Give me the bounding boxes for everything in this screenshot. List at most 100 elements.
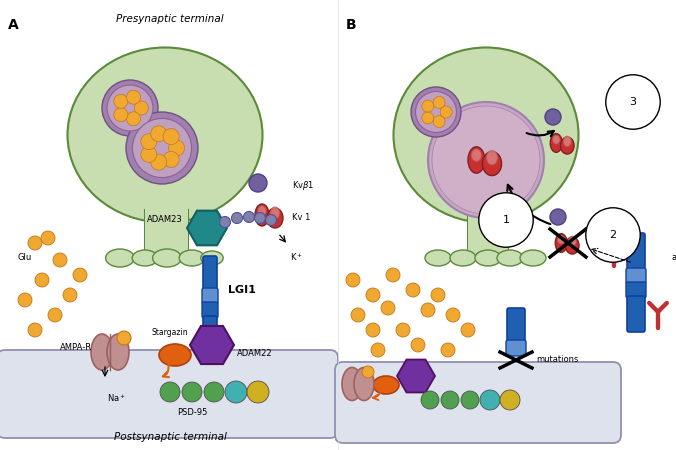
Ellipse shape xyxy=(153,249,181,267)
Ellipse shape xyxy=(565,237,579,254)
Circle shape xyxy=(446,308,460,322)
Ellipse shape xyxy=(472,149,481,161)
Circle shape xyxy=(545,109,561,125)
Text: Na$^+$: Na$^+$ xyxy=(107,392,126,404)
Text: Kv 1: Kv 1 xyxy=(292,212,310,221)
Circle shape xyxy=(126,90,141,104)
Circle shape xyxy=(117,331,131,345)
FancyBboxPatch shape xyxy=(145,208,188,263)
Circle shape xyxy=(254,212,266,224)
Circle shape xyxy=(151,126,167,142)
Circle shape xyxy=(366,288,380,302)
FancyBboxPatch shape xyxy=(506,340,526,356)
Circle shape xyxy=(433,116,445,128)
Circle shape xyxy=(243,212,254,222)
FancyBboxPatch shape xyxy=(627,233,645,269)
Circle shape xyxy=(461,391,479,409)
Circle shape xyxy=(18,293,32,307)
FancyBboxPatch shape xyxy=(626,282,646,298)
Ellipse shape xyxy=(555,234,567,252)
Text: AMPA-R: AMPA-R xyxy=(60,342,92,351)
Circle shape xyxy=(428,102,544,218)
Circle shape xyxy=(182,382,202,402)
FancyBboxPatch shape xyxy=(627,296,645,332)
Ellipse shape xyxy=(483,152,502,176)
Circle shape xyxy=(366,323,380,337)
FancyBboxPatch shape xyxy=(507,308,525,342)
Polygon shape xyxy=(190,326,234,364)
Text: A: A xyxy=(8,18,19,32)
Circle shape xyxy=(53,253,67,267)
Ellipse shape xyxy=(553,135,560,144)
Text: Stargazin: Stargazin xyxy=(151,328,189,337)
Text: Kv$\beta$1: Kv$\beta$1 xyxy=(292,179,314,192)
Circle shape xyxy=(102,80,158,136)
Ellipse shape xyxy=(91,334,113,370)
Circle shape xyxy=(114,94,128,108)
Polygon shape xyxy=(187,211,227,245)
Circle shape xyxy=(163,129,179,144)
Circle shape xyxy=(28,323,42,337)
Circle shape xyxy=(422,100,434,112)
Circle shape xyxy=(461,323,475,337)
Circle shape xyxy=(160,382,180,402)
FancyBboxPatch shape xyxy=(468,208,508,260)
Ellipse shape xyxy=(68,48,262,222)
Text: ADAM22: ADAM22 xyxy=(237,348,272,357)
Ellipse shape xyxy=(560,137,574,154)
Ellipse shape xyxy=(354,368,374,400)
Circle shape xyxy=(421,303,435,317)
Circle shape xyxy=(63,288,77,302)
Circle shape xyxy=(135,101,148,115)
Circle shape xyxy=(500,390,520,410)
Circle shape xyxy=(126,112,198,184)
Circle shape xyxy=(163,151,179,167)
Polygon shape xyxy=(145,210,188,258)
Circle shape xyxy=(431,288,445,302)
Polygon shape xyxy=(468,210,508,258)
Text: Presynaptic terminal: Presynaptic terminal xyxy=(116,14,224,24)
FancyBboxPatch shape xyxy=(335,362,621,443)
Circle shape xyxy=(371,343,385,357)
Circle shape xyxy=(411,338,425,352)
Ellipse shape xyxy=(393,48,579,222)
Circle shape xyxy=(266,215,276,225)
Ellipse shape xyxy=(425,250,451,266)
Text: K$^+$: K$^+$ xyxy=(290,251,303,263)
Ellipse shape xyxy=(132,250,158,266)
FancyBboxPatch shape xyxy=(0,350,338,438)
Ellipse shape xyxy=(550,134,562,153)
Ellipse shape xyxy=(342,368,362,400)
Text: mutations: mutations xyxy=(536,356,579,364)
Circle shape xyxy=(411,87,461,137)
Circle shape xyxy=(433,96,445,108)
Circle shape xyxy=(141,134,157,150)
Ellipse shape xyxy=(450,250,476,266)
Ellipse shape xyxy=(475,250,501,266)
Circle shape xyxy=(480,390,500,410)
Ellipse shape xyxy=(107,334,129,370)
Text: B: B xyxy=(346,18,357,32)
Text: 1: 1 xyxy=(502,215,510,225)
Circle shape xyxy=(441,343,455,357)
Circle shape xyxy=(126,112,141,126)
Circle shape xyxy=(362,366,374,378)
Ellipse shape xyxy=(258,206,266,216)
Text: Postsynaptic terminal: Postsynaptic terminal xyxy=(114,432,226,442)
FancyBboxPatch shape xyxy=(203,316,217,350)
Circle shape xyxy=(28,236,42,250)
Circle shape xyxy=(381,301,395,315)
Ellipse shape xyxy=(373,376,399,394)
Circle shape xyxy=(204,382,224,402)
Ellipse shape xyxy=(569,236,576,247)
Circle shape xyxy=(107,85,153,131)
Circle shape xyxy=(168,140,185,156)
Text: 2: 2 xyxy=(610,230,617,240)
Circle shape xyxy=(346,273,360,287)
Circle shape xyxy=(416,91,456,132)
Circle shape xyxy=(220,216,231,228)
Ellipse shape xyxy=(159,344,191,366)
Text: 3: 3 xyxy=(629,97,637,107)
Circle shape xyxy=(249,174,267,192)
Ellipse shape xyxy=(179,250,205,266)
